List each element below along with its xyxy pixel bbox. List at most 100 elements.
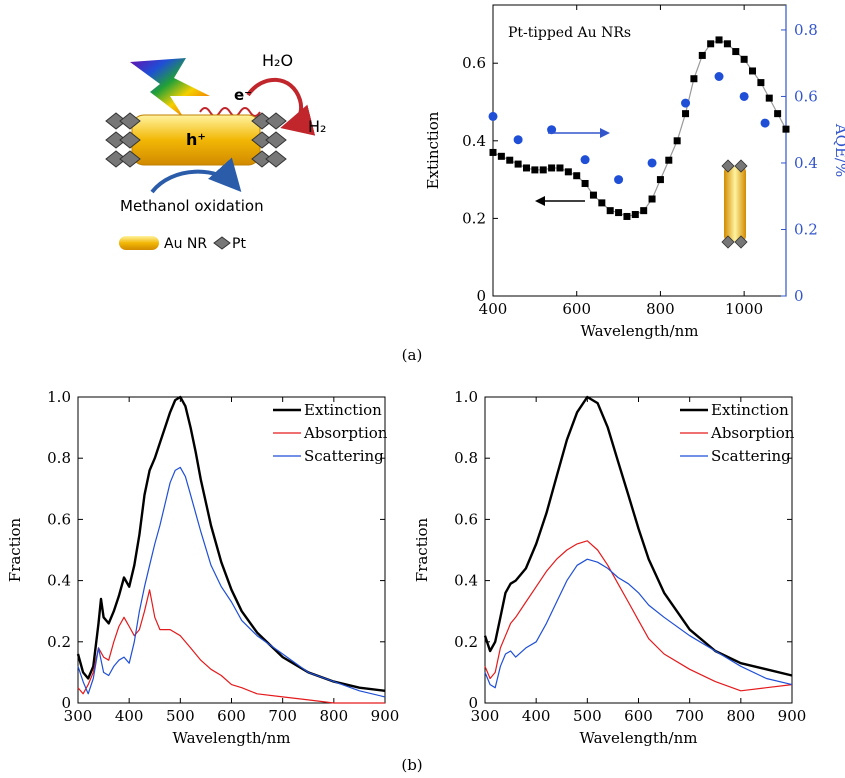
y2-tick-label: 0.4 [794,154,818,172]
series-line-scattering [485,559,792,688]
panel-label-a: (a) [402,346,423,364]
legend-pt-label: Pt [232,236,246,252]
extinction-point [565,168,572,175]
chart-b-right-fraction: 300 400 500 600 700 800 90000.20.40.60.81.0Wav… [413,388,806,747]
aqe-point [761,119,770,128]
extinction-point [506,157,513,164]
y-tick-label: 0.2 [454,633,478,651]
y-tick-label: 0.8 [454,449,478,467]
x-tick-label: 800 [727,707,756,725]
x-axis-label: Wavelength/nm [580,729,698,747]
y-tick-label: 1.0 [454,388,478,406]
extinction-point [774,110,781,117]
aqe-point [514,135,523,144]
x-axis-label: Wavelength/nm [173,729,291,747]
extinction-point [640,207,647,214]
extinction-point [707,40,714,47]
extinction-point [515,161,522,168]
y-tick-label: 0.8 [47,449,71,467]
extinction-point [623,213,630,220]
extinction-point [582,180,589,187]
y-tick-label: 0.2 [462,209,486,227]
arrow-to-right-axis [548,128,610,138]
y-axis-label: Fraction [6,517,24,582]
extinction-point [523,164,530,171]
extinction-point [724,40,731,47]
y-tick-label: 0.6 [454,510,478,528]
panel-label-b: (b) [401,756,422,774]
extinction-point [615,209,622,216]
y-tick-label: 0.4 [462,132,486,150]
extinction-point [540,166,547,173]
y-tick-label: 0 [61,694,71,712]
aqe-point [715,72,724,81]
legend-au-swatch [119,236,159,250]
extinction-point [598,199,605,206]
extinction-point [632,211,639,218]
extinction-point [607,207,614,214]
extinction-point [531,166,538,173]
extinction-point [573,172,580,179]
x-tick-label: 800 [646,300,675,318]
x-tick-label: 400 [522,707,551,725]
x-tick-label: 500 [573,707,602,725]
extinction-point [757,79,764,86]
extinction-point [699,52,706,59]
x-tick-label: 700 [675,707,704,725]
y-tick-label: 0.6 [47,510,71,528]
extinction-point [674,137,681,144]
pt-tip-left [106,113,140,167]
x-tick-label: 1000 [725,300,763,318]
legend-pt-icon [214,237,230,249]
extinction-point [682,110,689,117]
plot-frame [485,397,792,703]
extinction-point [657,176,664,183]
extinction-point [649,196,656,203]
legend-label-extinction: Extinction [304,401,382,419]
y-axis-label: Extinction [424,111,442,189]
y-tick-label: 0.4 [47,572,71,590]
y-tick-label: 0.6 [462,54,486,72]
extinction-point [741,56,748,63]
x-tick-label: 900 [371,707,400,725]
chart-a-extinction-aqe: 400 600 800 1000 0 0.2 0.4 0.6 Wavelength/nm Exti… [424,5,845,340]
legend-label-absorption: Absorption [710,424,795,442]
y2-tick-label: 0 [794,287,804,305]
x-tick-label: 700 [268,707,297,725]
extinction-point [590,192,597,199]
photocatalysis-schematic: H₂O e⁻ H₂ h⁺ Methanol oxidation Au NR Pt [106,51,326,252]
legend-label-absorption: Absorption [303,424,388,442]
series-line-absorption [78,590,385,703]
y2-axis-label: AQE/% [832,123,845,177]
legend-au-label: Au NR [164,236,207,252]
y2-tick-label: 0.2 [794,220,818,238]
y-tick-label: 0.4 [454,572,478,590]
extinction-point [783,126,790,133]
pt-tip-right [252,113,286,167]
x-tick-label: 600 [624,707,653,725]
extinction-point [556,164,563,171]
aqe-point [614,175,623,184]
legend-label-extinction: Extinction [711,401,789,419]
extinction-point [749,67,756,74]
aqe-point [648,158,657,167]
extinction-point [490,149,497,156]
x-axis-label: Wavelength/nm [581,322,699,340]
y-axis-label: Fraction [413,517,431,582]
extinction-point [548,164,555,171]
extinction-point [732,48,739,55]
legend-label-scattering: Scattering [304,447,384,465]
arrow-to-left-axis [535,196,585,206]
legend-label-scattering: Scattering [711,447,791,465]
series-line-scattering [78,467,385,697]
extinction-point [716,36,723,43]
inset-nanorod-icon [722,160,747,248]
aqe-point [681,99,690,108]
x-tick-label: 800 [320,707,349,725]
h2o-label: H₂O [262,51,293,70]
oxidation-arrow [152,172,236,192]
x-tick-label: 500 [166,707,195,725]
chart-title: Pt-tipped Au NRs [508,25,631,41]
y2-tick-label: 0.8 [794,21,818,39]
